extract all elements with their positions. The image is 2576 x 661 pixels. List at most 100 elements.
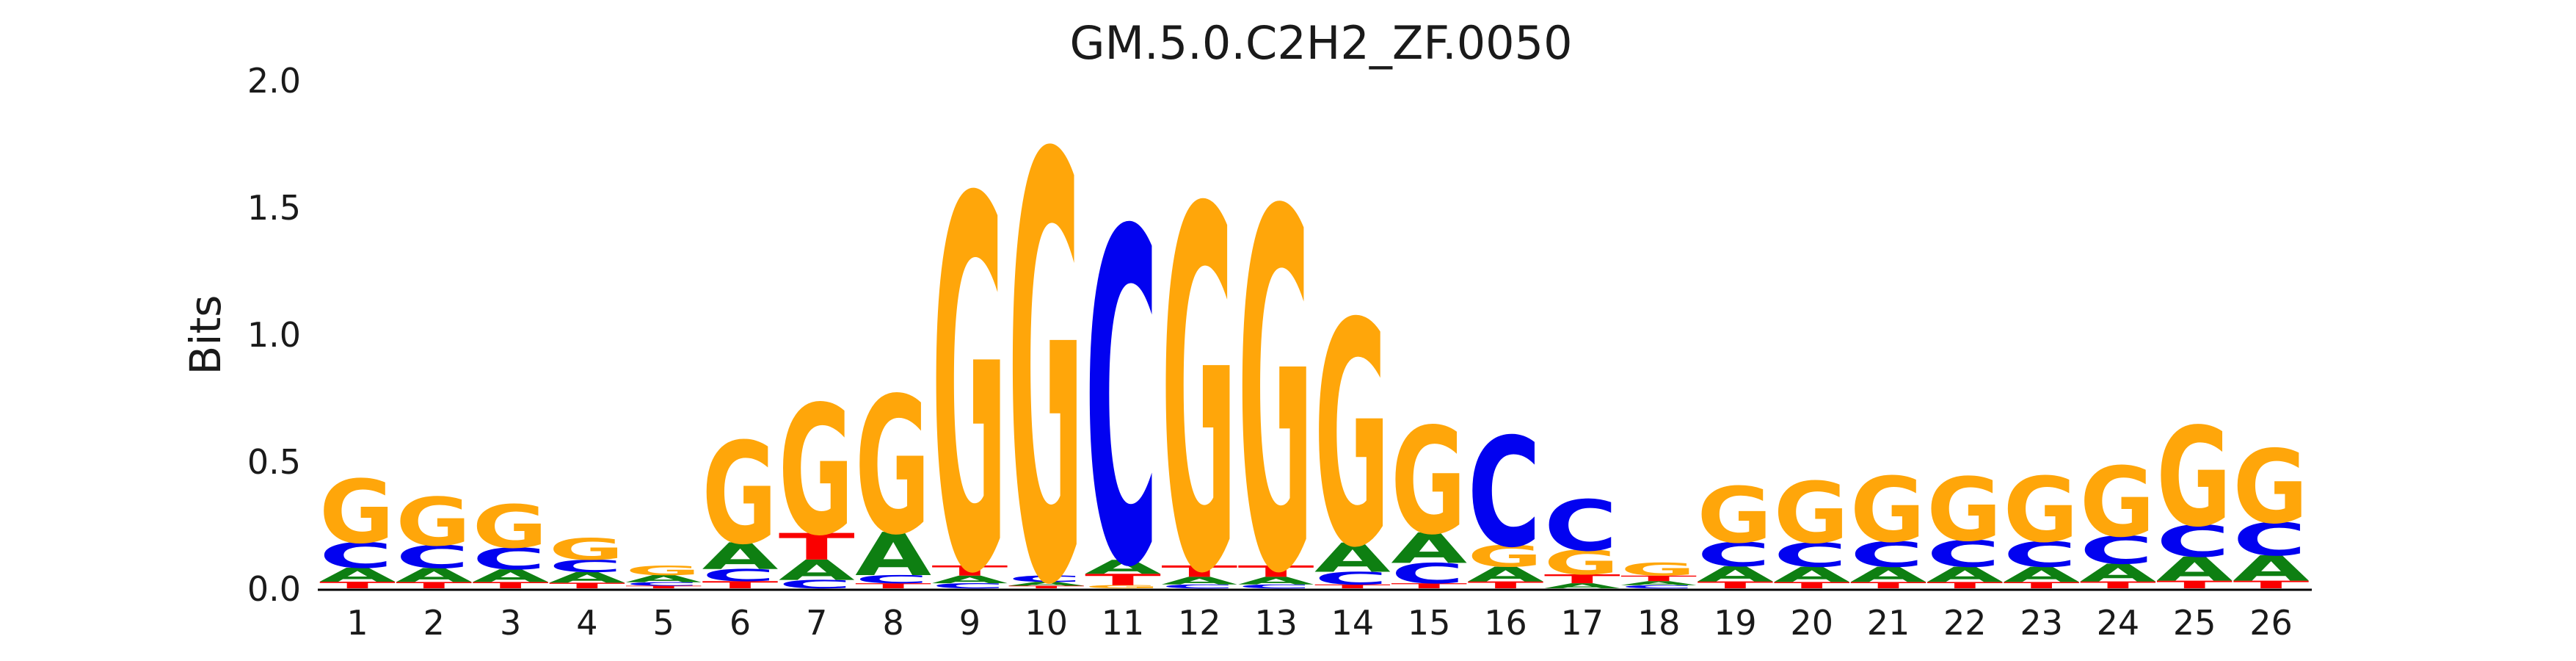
x-tick-label-5: 5: [653, 603, 674, 643]
y-axis-tick-labels: 0.0 0.5 1.0 1.5 2.0: [247, 61, 301, 609]
logo-letter-G-pos2: G: [396, 483, 470, 560]
logo-letter-A-pos20: A: [1774, 563, 1850, 587]
x-tick-label-13: 13: [1254, 603, 1298, 643]
logo-letter-G-pos16: G: [1468, 539, 1543, 574]
logo-letter-G-pos23: G: [2004, 459, 2078, 563]
logo-letter-C-pos24: C: [2080, 528, 2153, 573]
logo-letter-A-pos7: A: [779, 555, 855, 587]
logo-letter-T-pos5: T: [625, 585, 702, 590]
logo-letter-G-pos14: G: [1314, 258, 1389, 615]
x-tick-label-8: 8: [882, 603, 903, 643]
y-tick-label-1.0: 1.0: [247, 315, 301, 355]
logo-letter-A-pos16: A: [1468, 563, 1544, 586]
logo-letter-G-pos6: G: [702, 413, 777, 575]
logo-letter-G-pos5: G: [625, 563, 700, 578]
logo-letter-T-pos19: T: [1697, 579, 1773, 590]
y-tick-label-1.5: 1.5: [247, 188, 301, 228]
logo-letter-G-pos25: G: [2156, 400, 2231, 557]
logo-letter-G-pos26: G: [2233, 428, 2308, 546]
logo-letter-C-pos17: C: [1544, 485, 1618, 567]
y-tick-label-0.0: 0.0: [247, 569, 301, 609]
logo-letter-A-pos12: A: [1161, 575, 1237, 588]
logo-letter-C-pos20: C: [1774, 536, 1847, 574]
logo-letter-A-pos19: A: [1697, 562, 1773, 586]
logo-letter-C-pos16: C: [1468, 406, 1541, 580]
logo-letter-G-pos13: G: [1238, 109, 1313, 661]
logo-letter-T-pos22: T: [1926, 580, 2003, 590]
logo-letter-C-pos10: C: [1008, 574, 1082, 584]
logo-letter-A-pos10: A: [1008, 581, 1085, 587]
logo-letter-A-pos15: A: [1391, 524, 1467, 573]
logo-letter-C-pos18: C: [1620, 585, 1694, 590]
y-tick-label-2.0: 2.0: [247, 61, 301, 101]
x-tick-label-16: 16: [1484, 603, 1527, 643]
chart-title: GM.5.0.C2H2_ZF.0050: [1069, 16, 1572, 70]
logo-letter-A-pos13: A: [1238, 575, 1314, 588]
logo-letter-G-pos1: G: [319, 461, 394, 563]
logo-letter-G-pos12: G: [1161, 107, 1236, 661]
logo-letter-T-pos14: T: [1314, 583, 1391, 589]
logo-letter-A-pos21: A: [1850, 563, 1926, 587]
logo-letter-G-pos11: G: [1085, 585, 1160, 590]
logo-letter-C-pos2: C: [396, 539, 469, 576]
x-tick-label-17: 17: [1561, 603, 1604, 643]
logo-letter-G-pos21: G: [1850, 459, 1925, 563]
logo-letter-C-pos9: C: [931, 582, 1005, 590]
logo-letter-A-pos17: A: [1544, 582, 1620, 590]
logo-letter-C-pos6: C: [702, 566, 776, 585]
logo-letter-G-pos4: G: [549, 532, 624, 567]
logo-letter-C-pos19: C: [1697, 535, 1770, 574]
logo-letter-G-pos3: G: [473, 493, 547, 562]
logo-letter-A-pos5: A: [625, 573, 702, 585]
logo-letter-A-pos23: A: [2004, 563, 2080, 587]
x-tick-label-22: 22: [1943, 603, 1987, 643]
logo-letter-T-pos16: T: [1468, 579, 1544, 590]
logo-letter-G-pos20: G: [1774, 466, 1849, 563]
logo-letter-C-pos7: C: [779, 577, 852, 590]
x-tick-label-25: 25: [2173, 603, 2216, 643]
x-tick-label-1: 1: [346, 603, 368, 643]
x-tick-label-2: 2: [423, 603, 445, 643]
logo-letter-C-pos13: C: [1238, 583, 1311, 589]
logo-letter-C-pos3: C: [473, 542, 546, 577]
logo-letter-A-pos8: A: [855, 521, 931, 590]
logo-letter-C-pos11: C: [1085, 137, 1158, 661]
logo-letter-C-pos15: C: [1391, 557, 1464, 590]
x-tick-label-24: 24: [2097, 603, 2140, 643]
logo-letter-T-pos11: T: [1085, 571, 1161, 589]
logo-letter-T-pos15: T: [1391, 582, 1467, 590]
logo-letter-T-pos10: T: [1008, 585, 1085, 590]
logo-letter-T-pos20: T: [1774, 580, 1850, 590]
logo-letter-C-pos1: C: [319, 535, 393, 576]
logo-letter-G-pos7: G: [779, 369, 854, 576]
x-tick-label-14: 14: [1331, 603, 1375, 643]
logo-letter-T-pos26: T: [2233, 579, 2310, 591]
logo-letter-A-pos2: A: [396, 564, 472, 586]
logo-letter-G-pos15: G: [1391, 397, 1466, 567]
logo-letter-A-pos4: A: [549, 569, 625, 586]
logo-letter-A-pos11: A: [1085, 556, 1161, 578]
y-axis-label: Bits: [181, 295, 230, 375]
y-tick-label-0.5: 0.5: [247, 442, 301, 482]
logo-letter-T-pos8: T: [855, 582, 931, 590]
logo-letter-G-pos24: G: [2080, 448, 2155, 559]
logo-letter-A-pos24: A: [2080, 559, 2156, 588]
logo-letter-T-pos7: T: [779, 526, 855, 568]
logo-letter-T-pos18: T: [1620, 574, 1697, 583]
x-tick-label-9: 9: [959, 603, 980, 643]
logo-letter-G-pos19: G: [1697, 472, 1772, 561]
x-tick-label-4: 4: [576, 603, 597, 643]
logo-letter-A-pos26: A: [2233, 548, 2310, 589]
x-tick-label-6: 6: [729, 603, 751, 643]
logo-letter-G-pos22: G: [1926, 459, 2001, 560]
logo-letter-C-pos8: C: [855, 573, 928, 586]
logo-letter-G-pos10: G: [1008, 35, 1083, 661]
logo-letter-T-pos13: T: [1238, 563, 1314, 581]
x-tick-label-23: 23: [2020, 603, 2063, 643]
logo-letter-C-pos22: C: [1926, 533, 2000, 576]
logo-letter-A-pos22: A: [1926, 563, 2003, 587]
logo-letter-T-pos25: T: [2156, 579, 2233, 591]
logo-letter-T-pos3: T: [473, 580, 549, 590]
